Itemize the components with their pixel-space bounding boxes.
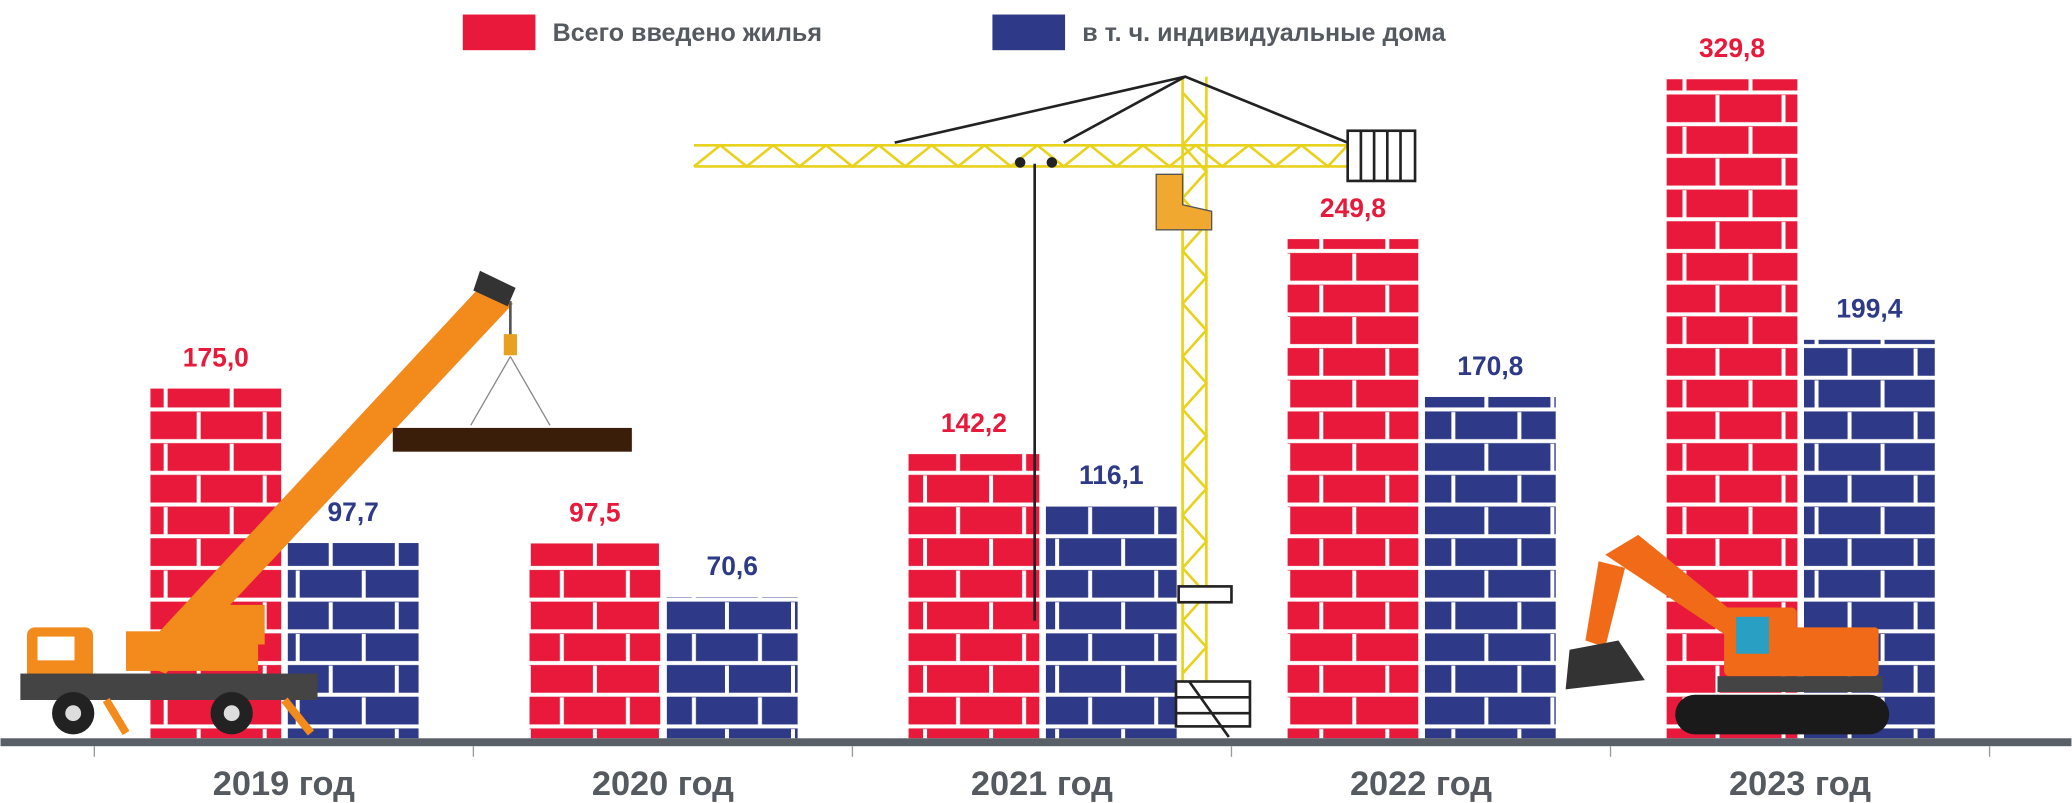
value-label: 116,1 <box>1079 460 1144 490</box>
bar <box>1046 506 1177 738</box>
x-tick-label: 2021 год <box>971 765 1113 803</box>
bar <box>909 454 1040 738</box>
legend-label: Всего введено жилья <box>553 19 822 47</box>
x-tick-label: 2020 год <box>592 765 734 803</box>
legend-swatch <box>463 15 536 51</box>
bar <box>288 543 419 738</box>
chart: 2019 год 175,0 97,7 2020 год 97,5 70,6 2021 го… <box>0 0 2072 803</box>
value-label: 70,6 <box>707 551 758 581</box>
bar <box>1425 397 1556 738</box>
value-label: 97,5 <box>569 497 620 527</box>
value-label: 249,8 <box>1320 193 1386 223</box>
x-tick-label: 2019 год <box>213 765 355 803</box>
legend-swatch <box>992 15 1065 51</box>
value-label: 170,8 <box>1457 351 1523 381</box>
bar <box>1288 239 1419 738</box>
value-label: 142,2 <box>941 408 1007 438</box>
value-label: 97,7 <box>327 497 378 527</box>
bar <box>667 597 798 738</box>
value-label: 175,0 <box>183 342 249 372</box>
value-label: 329,8 <box>1699 33 1765 63</box>
value-label: 199,4 <box>1836 294 1902 324</box>
x-tick-label: 2023 год <box>1729 765 1871 803</box>
legend-label: в т. ч. индивидуальные дома <box>1082 19 1446 47</box>
baseline <box>1 738 2072 746</box>
bar <box>530 543 661 738</box>
x-tick-label: 2022 год <box>1350 765 1492 803</box>
